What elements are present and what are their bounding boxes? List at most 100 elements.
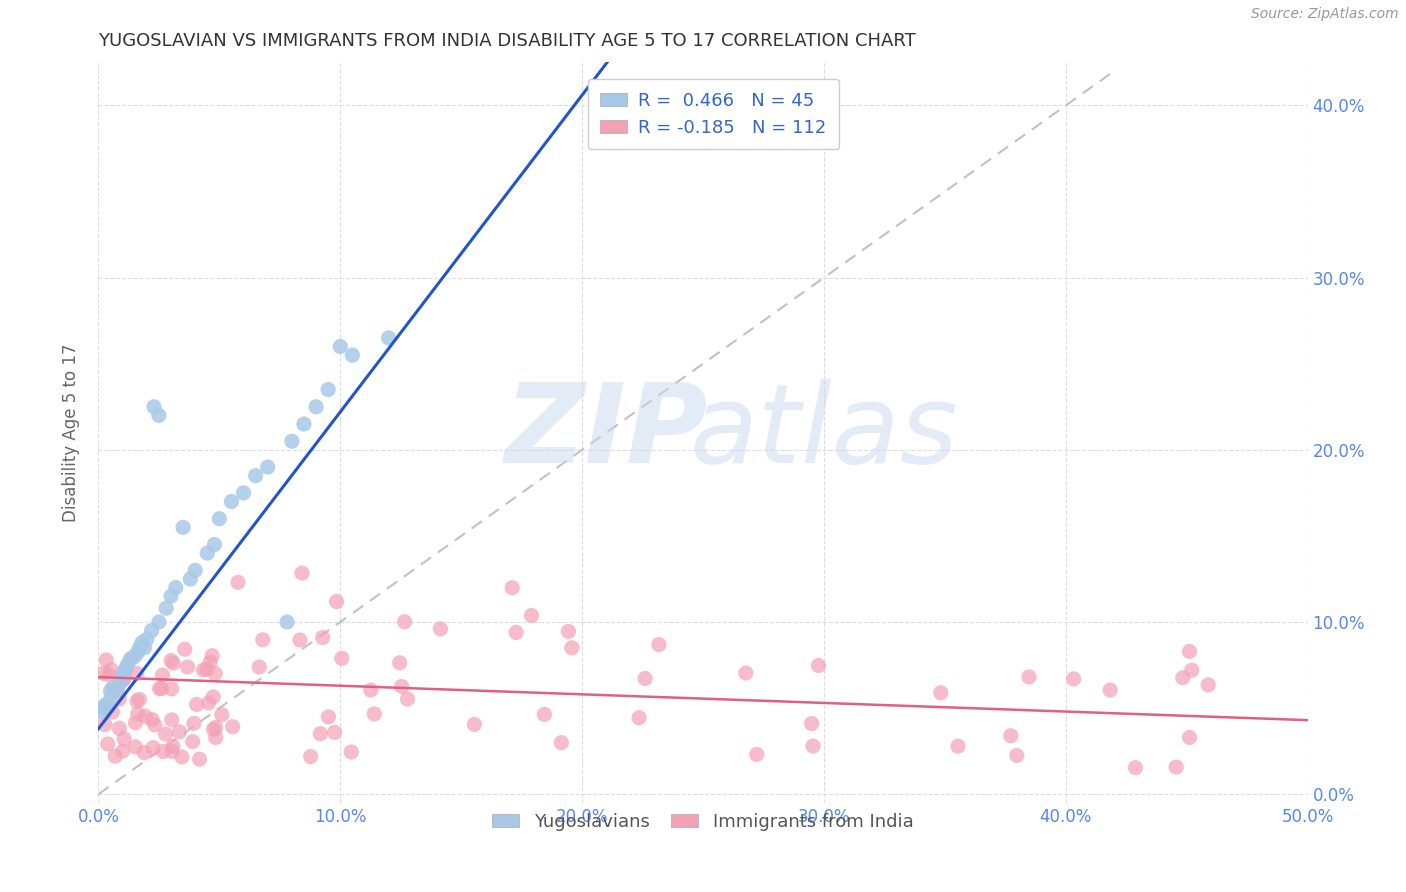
Point [186, 698, 208, 712]
Point [1018, 670, 1040, 684]
Point [108, 675, 131, 690]
Point [256, 460, 278, 475]
Point [115, 661, 138, 675]
Point [1178, 731, 1201, 745]
Point [135, 632, 157, 647]
Point [202, 690, 225, 704]
Point [1099, 683, 1122, 698]
Point [396, 692, 419, 706]
Point [330, 651, 353, 665]
Point [561, 640, 583, 655]
Point [252, 632, 274, 647]
Point [634, 672, 657, 686]
Point [557, 624, 579, 639]
Point [117, 658, 139, 673]
Point [1063, 672, 1085, 686]
Point [222, 720, 245, 734]
Point [108, 721, 131, 735]
Point [204, 537, 226, 551]
Point [311, 631, 333, 645]
Point [96, 699, 118, 714]
Point [121, 651, 143, 665]
Point [110, 673, 132, 687]
Point [143, 400, 166, 414]
Point [202, 723, 225, 737]
Point [179, 572, 201, 586]
Point [148, 615, 170, 629]
Point [745, 747, 768, 762]
Y-axis label: Disability Age 5 to 17: Disability Age 5 to 17 [62, 343, 80, 522]
Point [134, 640, 156, 655]
Point [165, 581, 187, 595]
Point [360, 683, 382, 698]
Point [221, 494, 243, 508]
Point [299, 749, 322, 764]
Point [305, 400, 328, 414]
Point [100, 663, 122, 677]
Point [188, 752, 211, 766]
Point [291, 566, 314, 580]
Point [533, 707, 555, 722]
Point [142, 740, 165, 755]
Point [114, 671, 136, 685]
Point [97, 737, 120, 751]
Point [648, 638, 671, 652]
Point [316, 383, 339, 397]
Point [134, 746, 156, 760]
Point [118, 653, 141, 667]
Point [104, 684, 127, 698]
Point [128, 692, 150, 706]
Point [505, 625, 527, 640]
Point [127, 646, 149, 660]
Point [550, 736, 572, 750]
Point [276, 615, 298, 629]
Point [1000, 729, 1022, 743]
Point [1178, 644, 1201, 658]
Point [108, 692, 131, 706]
Point [90, 705, 112, 719]
Point [342, 348, 364, 362]
Legend: Yugoslavians, Immigrants from India: Yugoslavians, Immigrants from India [485, 805, 921, 838]
Point [245, 468, 267, 483]
Text: atlas: atlas [689, 379, 959, 486]
Point [288, 632, 311, 647]
Point [125, 694, 148, 708]
Point [183, 716, 205, 731]
Point [128, 640, 150, 655]
Point [96, 653, 118, 667]
Point [377, 331, 399, 345]
Point [111, 666, 134, 681]
Point [101, 705, 124, 719]
Point [247, 660, 270, 674]
Point [172, 520, 194, 534]
Point [946, 739, 969, 754]
Point [160, 653, 183, 667]
Point [152, 668, 174, 682]
Point [388, 656, 411, 670]
Point [204, 666, 226, 681]
Point [628, 711, 651, 725]
Point [105, 683, 128, 698]
Point [734, 666, 756, 681]
Point [124, 715, 146, 730]
Point [1181, 663, 1204, 677]
Point [281, 434, 304, 449]
Point [170, 750, 193, 764]
Point [150, 681, 173, 696]
Point [125, 666, 148, 681]
Point [148, 681, 170, 696]
Point [1171, 671, 1194, 685]
Point [173, 642, 195, 657]
Point [181, 735, 204, 749]
Point [226, 575, 249, 590]
Point [162, 739, 184, 754]
Point [201, 648, 224, 663]
Point [197, 696, 219, 710]
Point [131, 635, 153, 649]
Point [141, 624, 163, 638]
Point [501, 581, 523, 595]
Point [141, 713, 163, 727]
Point [160, 744, 183, 758]
Point [97, 667, 120, 681]
Point [429, 622, 451, 636]
